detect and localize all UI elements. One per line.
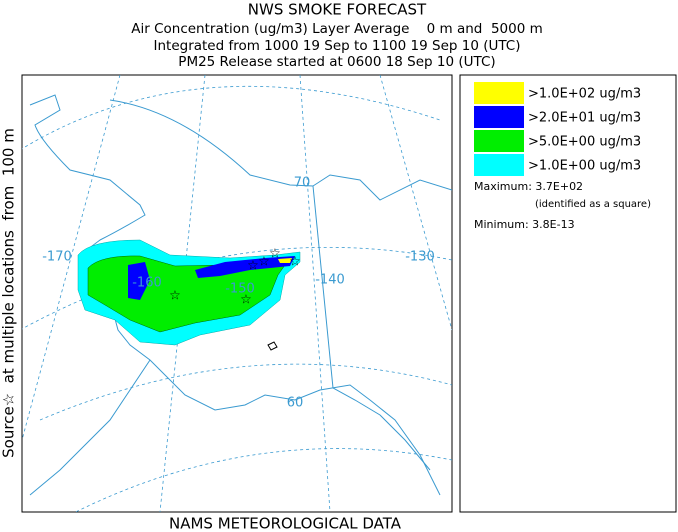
graticule-label: -150: [225, 282, 255, 297]
coastline: [312, 174, 452, 201]
graticule: [159, 75, 206, 512]
legend-label: >1.0E+02 ug/m3: [528, 87, 641, 102]
legend-label: >2.0E+01 ug/m3: [528, 111, 641, 126]
graticule: [22, 75, 121, 441]
coastline: [29, 359, 151, 496]
graticule-label: 60: [287, 396, 304, 411]
island: [267, 341, 278, 351]
graticule: [299, 75, 331, 512]
legend-label: >5.0E+00 ug/m3: [528, 135, 641, 150]
footer: NAMS METEOROLOGICAL DATA: [169, 515, 402, 532]
minimum: Minimum: 3.8E-13: [474, 218, 575, 231]
coastline: [109, 99, 431, 471]
subtitle: Air Concentration (ug/m3) Layer Average …: [131, 21, 543, 37]
legend-swatch: [474, 130, 524, 152]
map: ☆ ☆ ☆ ☆ ☆ ☆ -170 -160 -150 -140 -130 70 60: [21, 74, 453, 513]
plume: ☆ ☆ ☆ ☆ ☆ ☆: [77, 239, 301, 346]
title: NWS SMOKE FORECAST: [248, 1, 427, 19]
graticule-label: 70: [294, 176, 311, 191]
sources: ☆ ☆ ☆ ☆ ☆ ☆: [169, 247, 301, 308]
plume-yellow: [278, 258, 292, 263]
legend-label: >1.0E+00 ug/m3: [528, 159, 641, 174]
graticule: [39, 363, 452, 421]
maximum-note: (identified as a square): [535, 199, 651, 210]
side-label: Source☆ at multiple locations from 100 m: [0, 128, 18, 458]
plume-blue: [128, 262, 150, 300]
coastline: [29, 94, 441, 496]
graticule: [22, 246, 452, 330]
source-star: ☆: [169, 289, 181, 304]
subtitle: PM25 Release started at 0600 18 Sep 10 (…: [178, 54, 495, 70]
graticule: [74, 448, 452, 512]
graticule-label: -160: [132, 276, 162, 291]
source-star: ☆: [289, 255, 301, 270]
source-star: ☆: [240, 293, 252, 308]
source-star: ☆: [269, 247, 281, 262]
plume-blue: [195, 256, 295, 278]
source-star: ☆: [258, 255, 270, 270]
graticule-label: -170: [42, 250, 72, 265]
maximum: Maximum: 3.7E+02: [474, 180, 583, 193]
legend-swatch: [474, 106, 524, 128]
source-star: ☆: [247, 259, 259, 274]
graticule-label: -130: [405, 250, 435, 265]
legend-swatch: [474, 82, 524, 104]
graticule: [22, 85, 441, 150]
graticule-label: -140: [315, 273, 345, 288]
legend-swatch: [474, 154, 524, 176]
subtitle: Integrated from 1000 19 Sep to 1100 19 S…: [153, 38, 520, 54]
graticule: [379, 75, 452, 331]
